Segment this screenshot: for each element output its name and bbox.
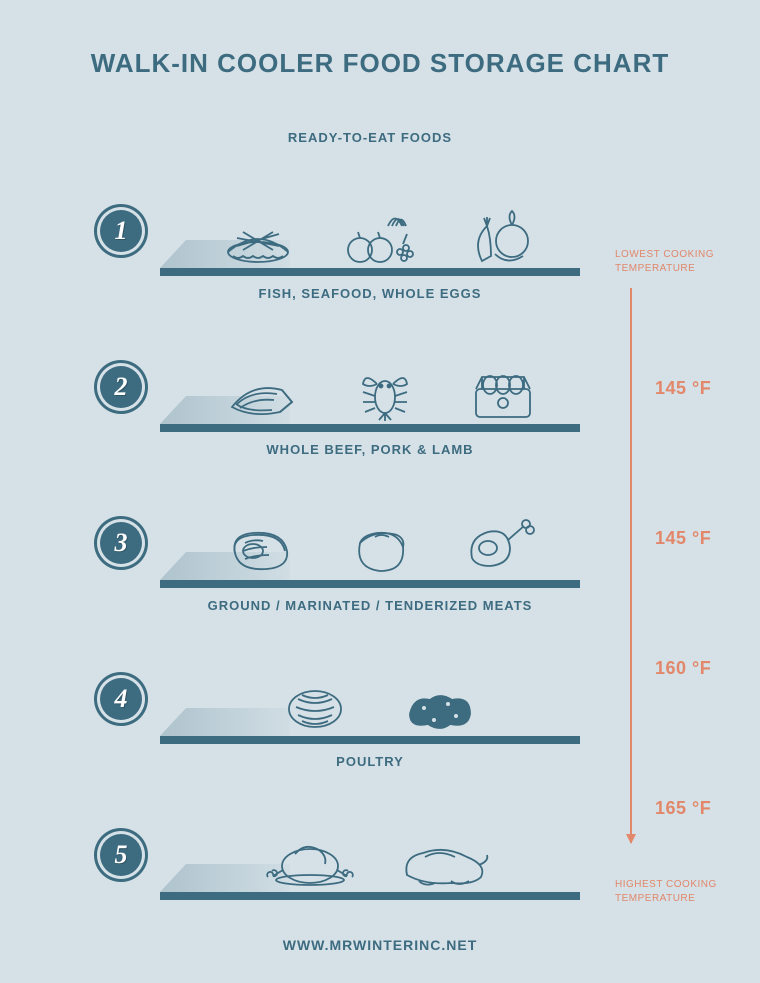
shelf-4-bar (160, 736, 580, 744)
shelf-1-bar (160, 268, 580, 276)
temp-bottom-l1: HIGHEST COOKING (615, 879, 717, 890)
shelf-3-badge: 3 (100, 522, 142, 564)
shelf-2-label: FISH, SEAFOOD, WHOLE EGGS (160, 276, 580, 301)
shelf-2-number: 2 (115, 372, 128, 402)
marinated-meat-icon (400, 684, 480, 734)
shelf-4-label: GROUND / MARINATED / TENDERIZED MEATS (160, 588, 580, 613)
shelf-5-bar (160, 892, 580, 900)
temp-bottom-l2: TEMPERATURE (615, 893, 695, 904)
temp-top-l1: LOWEST COOKING (615, 249, 714, 260)
page-title: WALK-IN COOLER FOOD STORAGE CHART (0, 0, 760, 79)
shelf-3-bar (160, 580, 580, 588)
shelf-3-shadow (160, 552, 290, 580)
temp-bottom-label: HIGHEST COOKING TEMPERATURE (615, 878, 717, 906)
shelf-4: GROUND / MARINATED / TENDERIZED MEATS 4 (0, 588, 580, 744)
temperature-column: LOWEST COOKING TEMPERATURE 145 °F 145 °F… (615, 248, 745, 898)
temp-value-1: 145 °F (655, 378, 711, 399)
ground-meat-icon (280, 679, 350, 734)
shelf-1: READY-TO-EAT FOODS 1 (0, 120, 580, 276)
shelf-1-shadow (160, 240, 290, 268)
temp-value-4: 165 °F (655, 798, 711, 819)
shelf-2-shadow (160, 396, 290, 424)
footer-url: WWW.MRWINTERINC.NET (0, 937, 760, 953)
temperature-arrow (630, 288, 632, 843)
eggs-icon (468, 367, 538, 422)
shelf-1-badge: 1 (100, 210, 142, 252)
shelf-1-label: READY-TO-EAT FOODS (160, 120, 580, 145)
ham-icon (345, 523, 415, 578)
shelf-5-number: 5 (115, 840, 128, 870)
shelf-2-badge: 2 (100, 366, 142, 408)
veggies-icon (467, 206, 537, 266)
shelf-5-badge: 5 (100, 834, 142, 876)
shelf-4-badge: 4 (100, 678, 142, 720)
lobster-icon (345, 362, 425, 422)
fruit-icon (340, 206, 420, 266)
raw-chicken-icon (395, 835, 495, 890)
shelf-5-shadow (160, 864, 290, 892)
shelf-2-bar (160, 424, 580, 432)
shelf-2: FISH, SEAFOOD, WHOLE EGGS 2 (0, 276, 580, 432)
shelf-3-number: 3 (115, 528, 128, 558)
temp-top-l2: TEMPERATURE (615, 263, 695, 274)
shelves-container: READY-TO-EAT FOODS 1 (0, 120, 580, 900)
shelf-5: POULTRY 5 (0, 744, 580, 900)
shelf-5-label: POULTRY (160, 744, 580, 769)
shelf-4-shadow (160, 708, 290, 736)
shelf-4-number: 4 (115, 684, 128, 714)
shelf-1-number: 1 (115, 216, 128, 246)
shelf-3-label: WHOLE BEEF, PORK & LAMB (160, 432, 580, 457)
temp-value-3: 160 °F (655, 658, 711, 679)
chop-icon (462, 518, 537, 578)
temp-top-label: LOWEST COOKING TEMPERATURE (615, 248, 714, 276)
temp-value-2: 145 °F (655, 528, 711, 549)
shelf-3: WHOLE BEEF, PORK & LAMB 3 (0, 432, 580, 588)
